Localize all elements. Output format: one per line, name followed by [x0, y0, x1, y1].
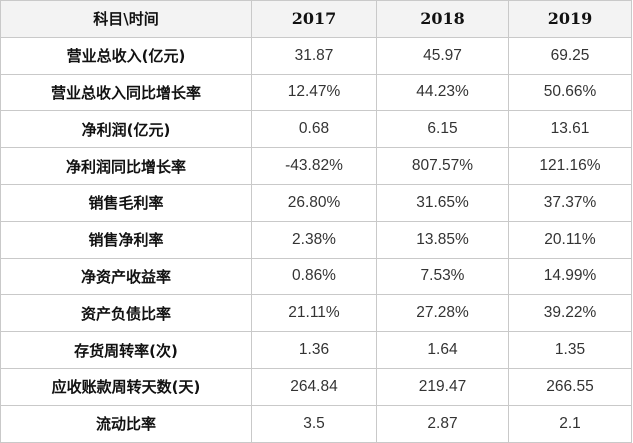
row-label: 销售净利率 [0, 220, 252, 259]
table-row: 营业总收入同比增长率 12.47% 44.23% 50.66% [0, 73, 632, 112]
cell-value: 21.11% [251, 294, 377, 333]
row-label: 净利润(亿元) [0, 110, 252, 149]
cell-value: 6.15 [376, 110, 509, 149]
table-body: 营业总收入(亿元) 31.87 45.97 69.25 营业总收入同比增长率 1… [0, 36, 632, 443]
cell-value: 2.38% [251, 220, 377, 259]
cell-value: 219.47 [376, 367, 509, 406]
cell-value: 12.47% [251, 73, 377, 112]
table-row: 净资产收益率 0.86% 7.53% 14.99% [0, 257, 632, 296]
cell-value: 31.87 [251, 36, 377, 75]
table-row: 净利润同比增长率 -43.82% 807.57% 121.16% [0, 147, 632, 185]
table-row: 净利润(亿元) 0.68 6.15 13.61 [0, 110, 632, 149]
table-row: 流动比率 3.5 2.87 2.1 [0, 404, 632, 443]
cell-value: 50.66% [508, 73, 632, 112]
row-label: 应收账款周转天数(天) [0, 367, 252, 406]
header-year-2018: 2018 [376, 0, 509, 38]
cell-value: 2.87 [376, 404, 509, 443]
cell-value: 1.35 [508, 331, 632, 369]
row-label: 净利润同比增长率 [0, 147, 252, 185]
cell-value: 3.5 [251, 404, 377, 443]
row-label: 资产负债比率 [0, 294, 252, 333]
cell-value: 1.36 [251, 331, 377, 369]
table-row: 存货周转率(次) 1.36 1.64 1.35 [0, 331, 632, 369]
cell-value: 1.64 [376, 331, 509, 369]
row-label: 净资产收益率 [0, 257, 252, 296]
cell-value: 0.86% [251, 257, 377, 296]
cell-value: 45.97 [376, 36, 509, 75]
header-year-2019: 2019 [508, 0, 632, 38]
cell-value: 13.61 [508, 110, 632, 149]
cell-value: 0.68 [251, 110, 377, 149]
row-label: 营业总收入同比增长率 [0, 73, 252, 112]
row-label: 销售毛利率 [0, 183, 252, 222]
table-row: 销售毛利率 26.80% 31.65% 37.37% [0, 183, 632, 222]
cell-value: 266.55 [508, 367, 632, 406]
header-year-2017: 2017 [251, 0, 377, 38]
cell-value: 7.53% [376, 257, 509, 296]
cell-value: 807.57% [376, 147, 509, 185]
cell-value: 121.16% [508, 147, 632, 185]
row-label: 营业总收入(亿元) [0, 36, 252, 75]
cell-value: 13.85% [376, 220, 509, 259]
row-label: 存货周转率(次) [0, 331, 252, 369]
cell-value: 37.37% [508, 183, 632, 222]
cell-value: 44.23% [376, 73, 509, 112]
header-row: 科目\时间 2017 2018 2019 [0, 0, 632, 38]
table-row: 销售净利率 2.38% 13.85% 20.11% [0, 220, 632, 259]
cell-value: 69.25 [508, 36, 632, 75]
row-label: 流动比率 [0, 404, 252, 443]
cell-value: 20.11% [508, 220, 632, 259]
cell-value: 264.84 [251, 367, 377, 406]
table-row: 应收账款周转天数(天) 264.84 219.47 266.55 [0, 367, 632, 406]
table-row: 营业总收入(亿元) 31.87 45.97 69.25 [0, 36, 632, 75]
header-subject-time: 科目\时间 [0, 0, 252, 38]
cell-value: -43.82% [251, 147, 377, 185]
cell-value: 27.28% [376, 294, 509, 333]
cell-value: 14.99% [508, 257, 632, 296]
table-row: 资产负债比率 21.11% 27.28% 39.22% [0, 294, 632, 333]
cell-value: 2.1 [508, 404, 632, 443]
cell-value: 31.65% [376, 183, 509, 222]
cell-value: 26.80% [251, 183, 377, 222]
cell-value: 39.22% [508, 294, 632, 333]
table-header: 科目\时间 2017 2018 2019 [0, 0, 632, 38]
